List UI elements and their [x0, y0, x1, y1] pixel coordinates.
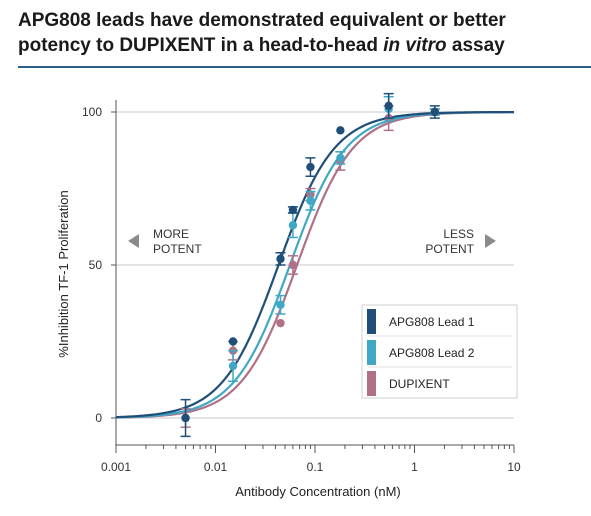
- data-point-lead2: [288, 221, 298, 230]
- less-potent-annotation: LESS POTENT: [425, 227, 496, 256]
- data-point-lead1: [228, 337, 238, 346]
- data-point-lead1: [288, 205, 298, 215]
- data-point-lead2: [336, 153, 345, 163]
- data-point-lead2: [228, 361, 238, 371]
- x-tick-label: 1: [411, 460, 418, 474]
- title-line-1: APG808 leads have demonstrated equivalen…: [18, 10, 506, 31]
- data-point-lead1: [430, 107, 440, 117]
- legend-box: [361, 304, 518, 399]
- data-point-dupixent: [288, 260, 298, 270]
- less-potent-text-1: LESS: [443, 227, 474, 241]
- x-tick-label: 0.1: [307, 460, 324, 474]
- data-point-lead1: [276, 254, 285, 264]
- title-line-2: potency to DUPIXENT in a head-to-head in…: [18, 33, 578, 58]
- title-block: APG808 leads have demonstrated equivalen…: [18, 8, 578, 58]
- more-potent-text-1: MORE: [153, 227, 189, 241]
- data-point-lead2: [276, 300, 285, 309]
- left-arrow-icon: [128, 234, 139, 248]
- x-tick-label: 10: [507, 460, 521, 474]
- more-potent-annotation: MORE POTENT: [128, 227, 202, 256]
- data-point-lead1: [336, 126, 345, 135]
- legend: APG808 Lead 1 APG808 Lead 2 DUPIXENT: [361, 304, 518, 399]
- point-layer: [180, 92, 440, 438]
- y-axis-title: %Inhibition TF-1 Proliferation: [56, 190, 71, 357]
- title-line-2-part-c: assay: [446, 35, 505, 56]
- legend-label-lead2: APG808 Lead 2: [389, 346, 475, 360]
- legend-swatch-dupixent: [367, 371, 376, 396]
- data-point-lead1: [384, 101, 393, 111]
- data-point-dupixent: [276, 318, 285, 328]
- axis-layer: 0 50 100 0.001 0.01 0.1 1 10: [82, 100, 521, 474]
- legend-label-lead1: APG808 Lead 1: [389, 315, 475, 329]
- title-line-2-italic: in vitro: [383, 35, 447, 56]
- data-point-lead1: [306, 162, 315, 172]
- legend-swatch-lead1: [367, 309, 376, 334]
- data-point-lead2: [306, 196, 315, 205]
- x-tick-label: 0.01: [204, 460, 228, 474]
- title-line-2-part-a: potency to DUPIXENT in a head-to-head: [18, 35, 384, 56]
- y-tick-label: 100: [82, 105, 102, 119]
- right-arrow-icon: [485, 234, 496, 248]
- title-divider: [18, 66, 591, 68]
- less-potent-text-2: POTENT: [425, 242, 474, 256]
- data-point-lead1: [181, 413, 190, 423]
- x-tick-label: 0.001: [101, 460, 131, 474]
- legend-label-dupixent: DUPIXENT: [389, 377, 450, 391]
- legend-swatch-lead2: [367, 340, 376, 365]
- y-tick-label: 50: [89, 258, 103, 272]
- more-potent-text-2: POTENT: [153, 242, 202, 256]
- y-tick-label: 0: [95, 411, 102, 425]
- x-axis-title: Antibody Concentration (nM): [235, 484, 400, 499]
